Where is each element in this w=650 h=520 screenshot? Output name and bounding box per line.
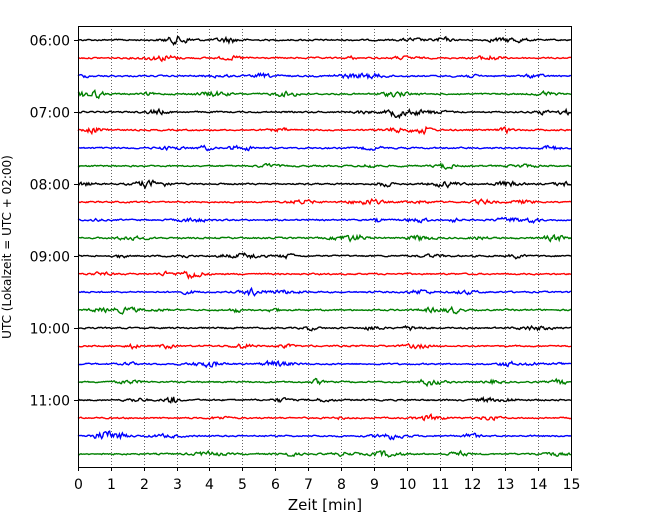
trace-06:45 [77,88,572,100]
x-tick-label: 14 [530,477,548,493]
trace-11:30 [77,430,572,441]
trace-07:00 [77,107,572,120]
x-axis-ticks: 0 1 2 3 4 5 6 7 8 9 10 11 12 13 14 15 [74,467,580,493]
trace-07:15 [77,125,572,136]
trace-08:45 [77,233,572,243]
trace-08:15 [77,197,572,206]
y-axis-ticks: 06:00 07:00 08:00 09:00 10:00 11:00 [30,34,78,410]
trace-06:30 [77,71,572,80]
trace-09:15 [77,270,572,280]
trace-08:30 [77,216,572,224]
x-tick-label: 4 [205,477,214,493]
x-tick-label: 7 [304,477,313,493]
x-tick-label: 8 [337,477,346,493]
trace-10:30 [77,359,572,369]
x-axis-label: Zeit [min] [288,496,362,514]
x-tick-label: 11 [432,477,450,493]
x-tick-label: 5 [238,477,247,493]
trace-11:45 [77,449,572,458]
trace-07:30 [77,144,572,152]
trace-10:15 [77,342,572,350]
x-tick-label: 10 [399,477,417,493]
trace-10:45 [77,377,572,388]
x-tick-label: 13 [497,477,515,493]
trace-group [77,35,572,458]
x-tick-label: 3 [173,477,182,493]
trace-08:00 [77,179,572,190]
y-tick-label: 08:00 [30,178,70,194]
trace-11:15 [77,412,572,422]
x-tick-label: 9 [370,477,379,493]
trace-09:45 [77,305,572,315]
y-tick-label: 06:00 [30,34,70,50]
trace-06:15 [77,54,572,63]
y-tick-label: 11:00 [30,394,70,410]
x-tick-label: 0 [74,477,83,493]
x-tick-label: 6 [271,477,280,493]
trace-11:00 [77,396,572,404]
trace-09:00 [77,252,572,260]
y-tick-label: 10:00 [30,322,70,338]
x-tick-label: 15 [563,477,581,493]
x-tick-label: 2 [140,477,149,493]
y-axis-label: UTC (Lokalzeit = UTC + 02:00) [0,155,14,339]
x-tick-label: 12 [464,477,482,493]
y-tick-label: 09:00 [30,250,70,266]
x-tick-label: 1 [107,477,116,493]
trace-06:00 [77,35,572,46]
trace-10:00 [77,324,572,332]
y-tick-label: 07:00 [30,106,70,122]
trace-09:30 [77,286,572,297]
plot-frame [78,26,572,468]
trace-07:45 [77,162,572,171]
